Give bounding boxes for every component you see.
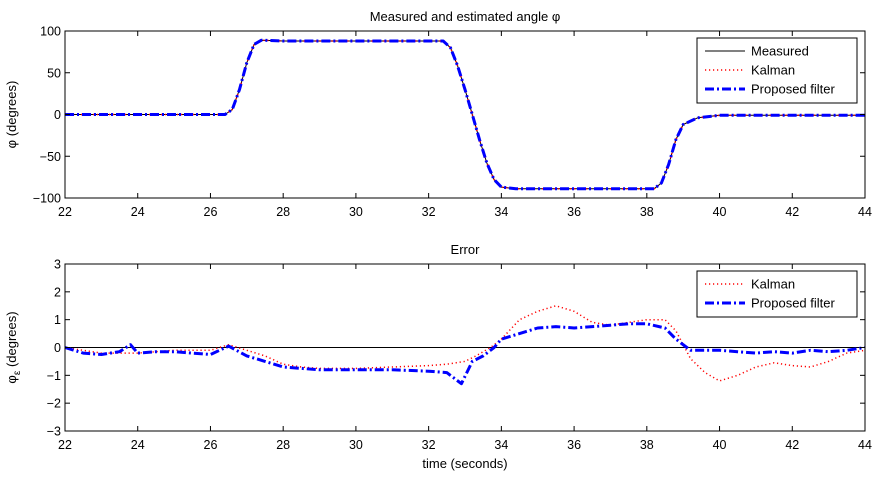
- bottom-plot-legend-box: [696, 270, 858, 318]
- top-plot-x-tick-label: 34: [494, 205, 508, 219]
- bottom-plot-legend-label-kalman: Kalman: [751, 277, 795, 292]
- top-plot-x-tick-label: 38: [640, 205, 654, 219]
- top-plot-x-tick-label: 26: [204, 205, 218, 219]
- bottom-plot-y-tick-label: −2: [47, 397, 61, 411]
- bottom-plot-x-tick-label: 28: [276, 438, 290, 452]
- bottom-plot-y-tick-label: 3: [54, 258, 61, 272]
- bottom-plot-series-proposed-filter: [64, 322, 866, 386]
- bottom-plot-series: [64, 305, 866, 386]
- bottom-plot-x-tick-label: 26: [204, 438, 218, 452]
- bottom-plot-x-tick-label: 24: [131, 438, 145, 452]
- bottom-plot-x-label: time (seconds): [422, 456, 507, 471]
- top-plot-y-label: φ (degrees): [4, 81, 19, 149]
- top-plot-legend-label-proposed-filter: Proposed filter: [751, 82, 835, 97]
- top-plot-series-kalman: [65, 39, 865, 190]
- bottom-plot-y-label: φε (degrees): [4, 311, 23, 383]
- bottom-plot-x-tick-label: 36: [567, 438, 581, 452]
- top-plot-x-tick-label: 28: [276, 205, 290, 219]
- top-plot-x-tick-label: 22: [58, 205, 72, 219]
- top-plot-legend-box: [696, 37, 858, 104]
- bottom-plot-title: Error: [451, 242, 481, 257]
- bottom-plot-y-tick-label: 1: [54, 313, 61, 327]
- bottom-plot-legend-label-proposed-filter: Proposed filter: [751, 296, 835, 311]
- bottom-plot-y-tick-label: 2: [54, 285, 61, 299]
- bottom-plot: Error φε (degrees) time (seconds) 22 24 26…: [4, 242, 872, 471]
- bottom-plot-series-kalman: [64, 305, 866, 382]
- bottom-plot-x-tick-label: 42: [785, 438, 799, 452]
- bottom-plot-x-tick-label: 22: [58, 438, 72, 452]
- top-plot-x-tick-label: 32: [422, 205, 436, 219]
- top-plot-x-tick-label: 44: [858, 205, 872, 219]
- top-plot-y-tick-label: 0: [54, 108, 61, 122]
- top-plot-x-tick-label: 30: [349, 205, 363, 219]
- top-plot-title: Measured and estimated angle φ: [370, 9, 561, 24]
- top-plot: Measured and estimated angle φ φ (degree…: [4, 9, 872, 219]
- bottom-plot-x-tick-label: 40: [713, 438, 727, 452]
- top-plot-x-tick-label: 36: [567, 205, 581, 219]
- top-plot-x-tick-label: 24: [131, 205, 145, 219]
- top-plot-ticks: 22 24 26 28 30 32 34 36 38 40 42 44 −100 −50 0 50 100: [33, 25, 872, 220]
- bottom-plot-x-tick-label: 30: [349, 438, 363, 452]
- bottom-plot-y-tick-label: −3: [47, 425, 61, 439]
- bottom-plot-y-tick-label: 0: [54, 341, 61, 355]
- top-plot-y-tick-label: −100: [33, 192, 61, 206]
- bottom-plot-x-tick-label: 34: [494, 438, 508, 452]
- bottom-plot-y-tick-label: −1: [47, 369, 61, 383]
- top-plot-legend: Measured Kalman Proposed filter: [696, 37, 858, 104]
- bottom-plot-ticks: 22 24 26 28 30 32 34 36 38 40 42 44 −3 −2 −1 0 1 2 3: [47, 258, 872, 453]
- top-plot-legend-label-measured: Measured: [751, 44, 809, 59]
- bottom-plot-x-tick-label: 32: [422, 438, 436, 452]
- bottom-plot-x-tick-label: 38: [640, 438, 654, 452]
- top-plot-series-proposed-filter: [65, 38, 865, 191]
- top-plot-x-tick-label: 40: [713, 205, 727, 219]
- top-plot-legend-label-kalman: Kalman: [751, 63, 795, 78]
- top-plot-y-tick-label: 50: [47, 66, 61, 80]
- top-plot-y-tick-label: −50: [40, 150, 61, 164]
- top-plot-y-tick-label: 100: [40, 25, 61, 39]
- top-plot-x-tick-label: 42: [785, 205, 799, 219]
- top-plot-series: [65, 38, 865, 191]
- bottom-plot-legend: Kalman Proposed filter: [696, 270, 858, 318]
- bottom-plot-x-tick-label: 44: [858, 438, 872, 452]
